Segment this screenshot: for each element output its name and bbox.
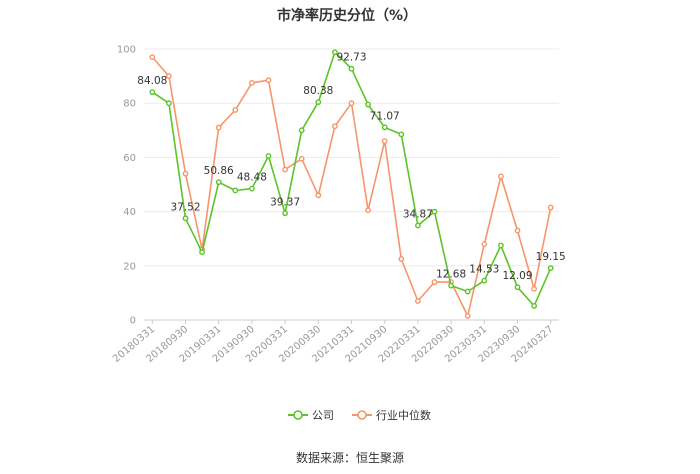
grid-lines: [144, 48, 559, 321]
data-label: 34.87: [403, 209, 433, 221]
data-label: 14.53: [469, 264, 499, 276]
data-point: [514, 284, 521, 291]
data-point: [248, 185, 255, 192]
data-point: [531, 303, 537, 309]
data-point: [182, 215, 189, 222]
data-point: [398, 131, 405, 138]
y-tick-label: 60: [123, 153, 136, 164]
data-label: 50.86: [204, 165, 234, 177]
data-label: 19.15: [536, 251, 566, 263]
legend: 公司 行业中位数: [288, 408, 431, 422]
data-point: [431, 208, 438, 215]
data-point: [282, 166, 288, 173]
data-point: [365, 101, 371, 108]
data-point: [282, 210, 288, 217]
data-label: 71.07: [370, 110, 400, 122]
data-point: [414, 222, 421, 229]
data-point: [414, 298, 421, 304]
data-label: 12.09: [502, 270, 532, 282]
data-point: [348, 100, 355, 107]
data-label: 39.37: [270, 196, 300, 208]
data-point: [265, 77, 272, 84]
data-point: [315, 192, 322, 199]
data-point: [514, 227, 521, 234]
data-point: [215, 124, 222, 131]
data-point: [298, 127, 305, 134]
y-tick-label: 100: [117, 45, 136, 56]
chart-title: 市净率历史分位（%）: [277, 7, 417, 24]
series-industry-median: [149, 54, 554, 319]
data-point: [381, 124, 388, 131]
data-point: [232, 187, 239, 194]
data-point: [431, 279, 438, 285]
data-label: 12.68: [436, 269, 466, 281]
data-point: [165, 73, 172, 80]
data-point: [149, 89, 156, 96]
data-label: 92.73: [336, 52, 366, 64]
data-label: 37.52: [170, 201, 200, 213]
data-point: [464, 288, 471, 295]
data-point: [232, 107, 239, 113]
data-point: [331, 49, 338, 56]
data-point: [365, 207, 371, 214]
data-label: 48.48: [237, 172, 267, 184]
data-point: [464, 313, 471, 319]
data-point: [199, 249, 206, 256]
data-point: [448, 282, 454, 289]
series-line: [151, 56, 552, 317]
data-point: [381, 138, 388, 145]
data-point: [497, 242, 504, 249]
legend-marker-icon: [293, 410, 303, 420]
data-point: [149, 54, 156, 61]
legend-label: 公司: [312, 409, 334, 422]
data-point: [531, 285, 537, 292]
y-tick-label: 20: [123, 261, 136, 272]
y-axis: 0 20 40 60 80 100: [117, 45, 136, 327]
data-label: 80.38: [303, 85, 333, 97]
data-point: [165, 100, 172, 107]
data-point: [497, 173, 504, 180]
y-tick-label: 80: [123, 99, 136, 110]
data-point: [348, 65, 355, 72]
data-point: [547, 204, 554, 211]
legend-label: 行业中位数: [376, 408, 431, 422]
data-point: [298, 155, 305, 162]
series-layer: [149, 49, 554, 319]
data-point: [315, 99, 322, 106]
data-point: [265, 153, 272, 159]
data-point: [398, 256, 405, 262]
data-point: [481, 241, 488, 248]
data-point: [248, 79, 255, 86]
data-source-note: 数据来源：恒生聚源: [296, 450, 404, 465]
data-point: [331, 123, 338, 130]
legend-marker-icon: [357, 410, 367, 420]
y-tick-label: 0: [130, 316, 136, 327]
data-point: [215, 179, 222, 186]
data-label: 84.08: [137, 75, 167, 87]
legend-item-company[interactable]: 公司: [288, 409, 334, 422]
data-point: [547, 265, 554, 272]
x-axis: 2018033120180930201903312019093020200331…: [111, 320, 556, 365]
legend-item-industry-median[interactable]: 行业中位数: [352, 408, 431, 422]
data-point: [481, 277, 488, 284]
series-company: [149, 49, 554, 309]
data-point: [182, 170, 189, 177]
y-tick-label: 40: [123, 207, 136, 218]
